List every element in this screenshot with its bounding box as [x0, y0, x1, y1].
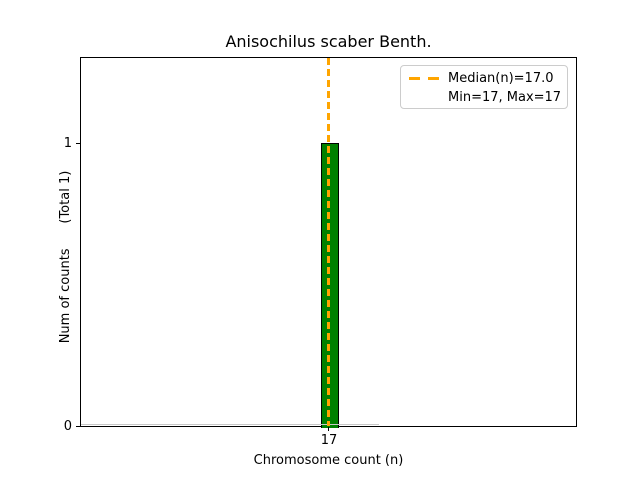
legend: Median(n)=17.0 Min=17, Max=17 — [400, 65, 568, 109]
legend-minmax-label: Min=17, Max=17 — [448, 90, 562, 105]
median-line — [327, 58, 330, 426]
y-axis-label-text: Num of counts (Total 1) — [57, 170, 73, 344]
x-axis-label: Chromosome count (n) — [253, 453, 404, 468]
chart-title: Anisochilus scaber Benth. — [225, 32, 432, 51]
legend-median-dash-icon — [409, 77, 439, 80]
y-tick-label-0: 0 — [63, 419, 72, 434]
x-tick-label-17: 17 — [320, 433, 338, 448]
x-tick-mark-17 — [328, 427, 329, 431]
y-tick-mark-0 — [76, 426, 80, 427]
y-tick-mark-1 — [76, 143, 80, 144]
zero-count-baseline — [81, 424, 379, 425]
legend-blank-key — [409, 96, 439, 99]
legend-row-minmax: Min=17, Max=17 — [409, 88, 562, 107]
plot-area — [80, 57, 577, 428]
histogram-bar-17 — [321, 143, 339, 428]
legend-median-label: Median(n)=17.0 — [448, 71, 554, 86]
legend-row-median: Median(n)=17.0 — [409, 69, 559, 88]
y-tick-label-1: 1 — [63, 136, 72, 151]
